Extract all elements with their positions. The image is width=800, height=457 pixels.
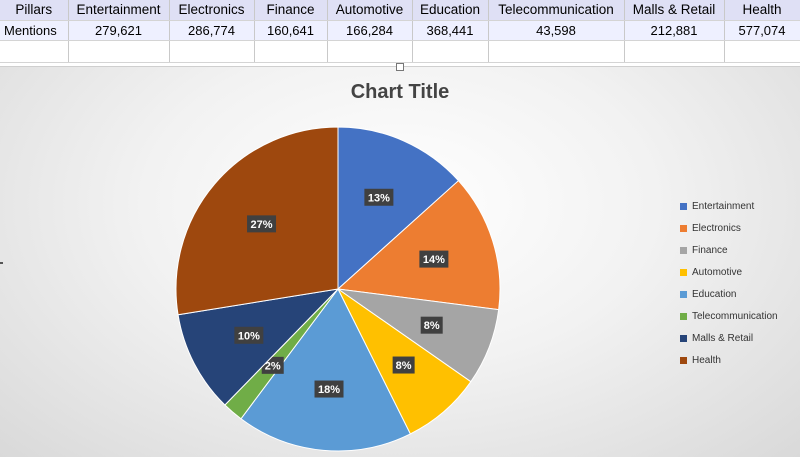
cell-header-5[interactable]: Education [412,0,489,21]
legend-item-automotive[interactable]: Automotive [680,261,792,283]
chart-title[interactable]: Chart Title [350,81,450,103]
cell-header-7[interactable]: Malls & Retail [624,0,725,21]
data-label-entertainment[interactable]: 13% [364,188,394,206]
legend-item-finance[interactable]: Finance [680,239,792,261]
chart-edge-mark [0,262,3,264]
legend-swatch [680,290,687,298]
empty-cell[interactable] [169,40,255,63]
cell-value-0[interactable]: Mentions [0,20,69,41]
legend-label: Education [692,288,737,300]
data-label-text: 14% [423,254,445,266]
chart-legend[interactable]: Entertainment Electronics Finance Automotiv… [680,195,792,371]
cell-header-2[interactable]: Electronics [169,0,255,21]
cell-value-5[interactable]: 368,441 [412,20,489,41]
data-label-box [314,380,344,398]
legend-item-malls-retail[interactable]: Malls & Retail [680,327,792,349]
legend-swatch [680,334,687,342]
data-label-automotive[interactable]: 8% [392,356,415,374]
pie-slice-entertainment[interactable] [337,126,460,291]
cell-value-2[interactable]: 286,774 [169,20,255,41]
empty-cell[interactable] [0,40,69,63]
cell-value-4[interactable]: 166,284 [327,20,413,41]
cell-header-8[interactable]: Health [724,0,800,21]
pie-slice-malls-retail[interactable] [177,288,340,406]
empty-cell[interactable] [724,40,800,63]
empty-cell[interactable] [488,40,625,63]
data-label-health[interactable]: 27% [247,215,277,233]
data-label-box [420,316,443,334]
legend-label: Health [692,354,721,366]
data-label-text: 18% [318,384,340,396]
cell-header-4[interactable]: Automotive [327,0,413,21]
data-label-box [364,188,394,206]
empty-cell[interactable] [68,40,170,63]
empty-cell[interactable] [327,40,413,63]
empty-cell[interactable] [624,40,725,63]
legend-item-education[interactable]: Education [680,283,792,305]
pie-slice-electronics[interactable] [336,179,501,311]
cell-header-6[interactable]: Telecommunication [488,0,625,21]
legend-swatch [680,356,687,364]
data-label-box [234,326,264,344]
legend-item-telecommunication[interactable]: Telecommunication [680,305,792,327]
data-label-box [392,356,415,374]
data-label-education[interactable]: 18% [314,380,344,398]
data-label-text: 27% [251,219,273,231]
cell-header-3[interactable]: Finance [254,0,328,21]
legend-label: Malls & Retail [692,332,754,344]
data-label-text: 8% [396,360,412,372]
data-label-text: 10% [238,330,260,342]
legend-swatch [680,224,687,232]
data-label-malls-retail[interactable]: 10% [234,326,264,344]
legend-item-health[interactable]: Health [680,349,792,371]
legend-label: Entertainment [692,200,755,212]
legend-item-electronics[interactable]: Electronics [680,217,792,239]
data-label-box [419,250,449,268]
legend-item-entertainment[interactable]: Entertainment [680,195,792,217]
legend-label: Telecommunication [692,310,778,322]
spreadsheet-grid: Pillars Entertainment Electronics Financ… [0,0,800,66]
legend-swatch [680,246,687,254]
empty-row [0,40,800,63]
chart-area[interactable]: Chart Title 13% 14% 8% 8% 18% 2% 10% 27% Entert… [0,63,800,457]
data-label-box [247,215,277,233]
legend-label: Automotive [692,266,743,278]
data-label-text: 8% [424,320,440,332]
legend-swatch [680,268,687,276]
empty-cell[interactable] [254,40,328,63]
data-label-electronics[interactable]: 14% [419,250,449,268]
cell-header-1[interactable]: Entertainment [68,0,170,21]
resize-handle[interactable] [396,63,404,71]
legend-label: Finance [692,244,728,256]
data-label-text: 13% [368,192,390,204]
cell-value-1[interactable]: 279,621 [68,20,170,41]
pie-slice-education[interactable] [240,288,411,452]
empty-cell[interactable] [412,40,489,63]
cell-header-0[interactable]: Pillars [0,0,69,21]
legend-swatch [680,312,687,320]
cell-value-7[interactable]: 212,881 [624,20,725,41]
values-row: Mentions 279,621 286,774 160,641 166,284… [0,20,800,41]
header-row: Pillars Entertainment Electronics Financ… [0,0,800,21]
data-label-text: 2% [265,360,281,372]
cell-value-8[interactable]: 577,074 [724,20,800,41]
legend-swatch [680,202,687,210]
data-table: Pillars Entertainment Electronics Financ… [0,0,800,63]
pie-chart[interactable]: 13% 14% 8% 8% 18% 2% 10% 27% [0,67,800,457]
cell-value-6[interactable]: 43,598 [488,20,625,41]
data-label-finance[interactable]: 8% [420,316,443,334]
legend-label: Electronics [692,222,741,234]
cell-value-3[interactable]: 160,641 [254,20,328,41]
